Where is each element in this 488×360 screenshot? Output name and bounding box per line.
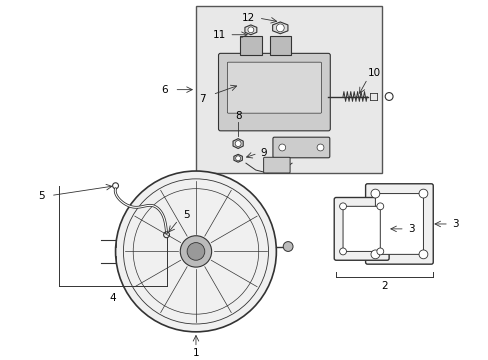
Bar bbox=[240, 36, 261, 55]
FancyBboxPatch shape bbox=[343, 206, 380, 251]
Text: 8: 8 bbox=[234, 111, 241, 121]
Text: 10: 10 bbox=[367, 68, 380, 78]
FancyBboxPatch shape bbox=[333, 198, 388, 260]
Text: 3: 3 bbox=[407, 224, 414, 234]
FancyBboxPatch shape bbox=[227, 62, 321, 113]
FancyBboxPatch shape bbox=[365, 184, 432, 264]
Text: 4: 4 bbox=[109, 293, 116, 302]
Text: 6: 6 bbox=[161, 85, 167, 95]
Circle shape bbox=[376, 248, 383, 255]
Circle shape bbox=[235, 141, 241, 147]
Circle shape bbox=[370, 250, 379, 259]
Text: 3: 3 bbox=[451, 219, 458, 229]
Circle shape bbox=[276, 24, 284, 32]
Circle shape bbox=[283, 242, 292, 251]
Circle shape bbox=[418, 189, 427, 198]
Polygon shape bbox=[233, 154, 242, 162]
Text: 12: 12 bbox=[242, 13, 255, 23]
FancyBboxPatch shape bbox=[272, 137, 329, 158]
Circle shape bbox=[370, 189, 379, 198]
Circle shape bbox=[339, 248, 346, 255]
Text: 7: 7 bbox=[199, 94, 206, 104]
Bar bbox=[269, 36, 290, 55]
Polygon shape bbox=[272, 22, 287, 34]
FancyBboxPatch shape bbox=[375, 194, 423, 255]
Circle shape bbox=[235, 156, 240, 161]
Circle shape bbox=[187, 243, 204, 260]
Bar bbox=[196, 6, 382, 173]
Circle shape bbox=[316, 144, 323, 151]
Text: 2: 2 bbox=[380, 281, 387, 291]
Circle shape bbox=[376, 203, 383, 210]
Text: 5: 5 bbox=[183, 210, 189, 220]
Text: 11: 11 bbox=[212, 30, 225, 40]
Text: 5: 5 bbox=[38, 190, 44, 201]
Circle shape bbox=[247, 27, 253, 33]
Polygon shape bbox=[244, 25, 256, 35]
FancyBboxPatch shape bbox=[263, 157, 289, 173]
Text: 1: 1 bbox=[192, 348, 199, 359]
FancyBboxPatch shape bbox=[218, 53, 329, 131]
Circle shape bbox=[115, 171, 276, 332]
Circle shape bbox=[339, 203, 346, 210]
Circle shape bbox=[418, 250, 427, 259]
Circle shape bbox=[180, 236, 211, 267]
Polygon shape bbox=[233, 139, 243, 148]
Text: 9: 9 bbox=[260, 148, 266, 158]
Circle shape bbox=[278, 144, 285, 151]
